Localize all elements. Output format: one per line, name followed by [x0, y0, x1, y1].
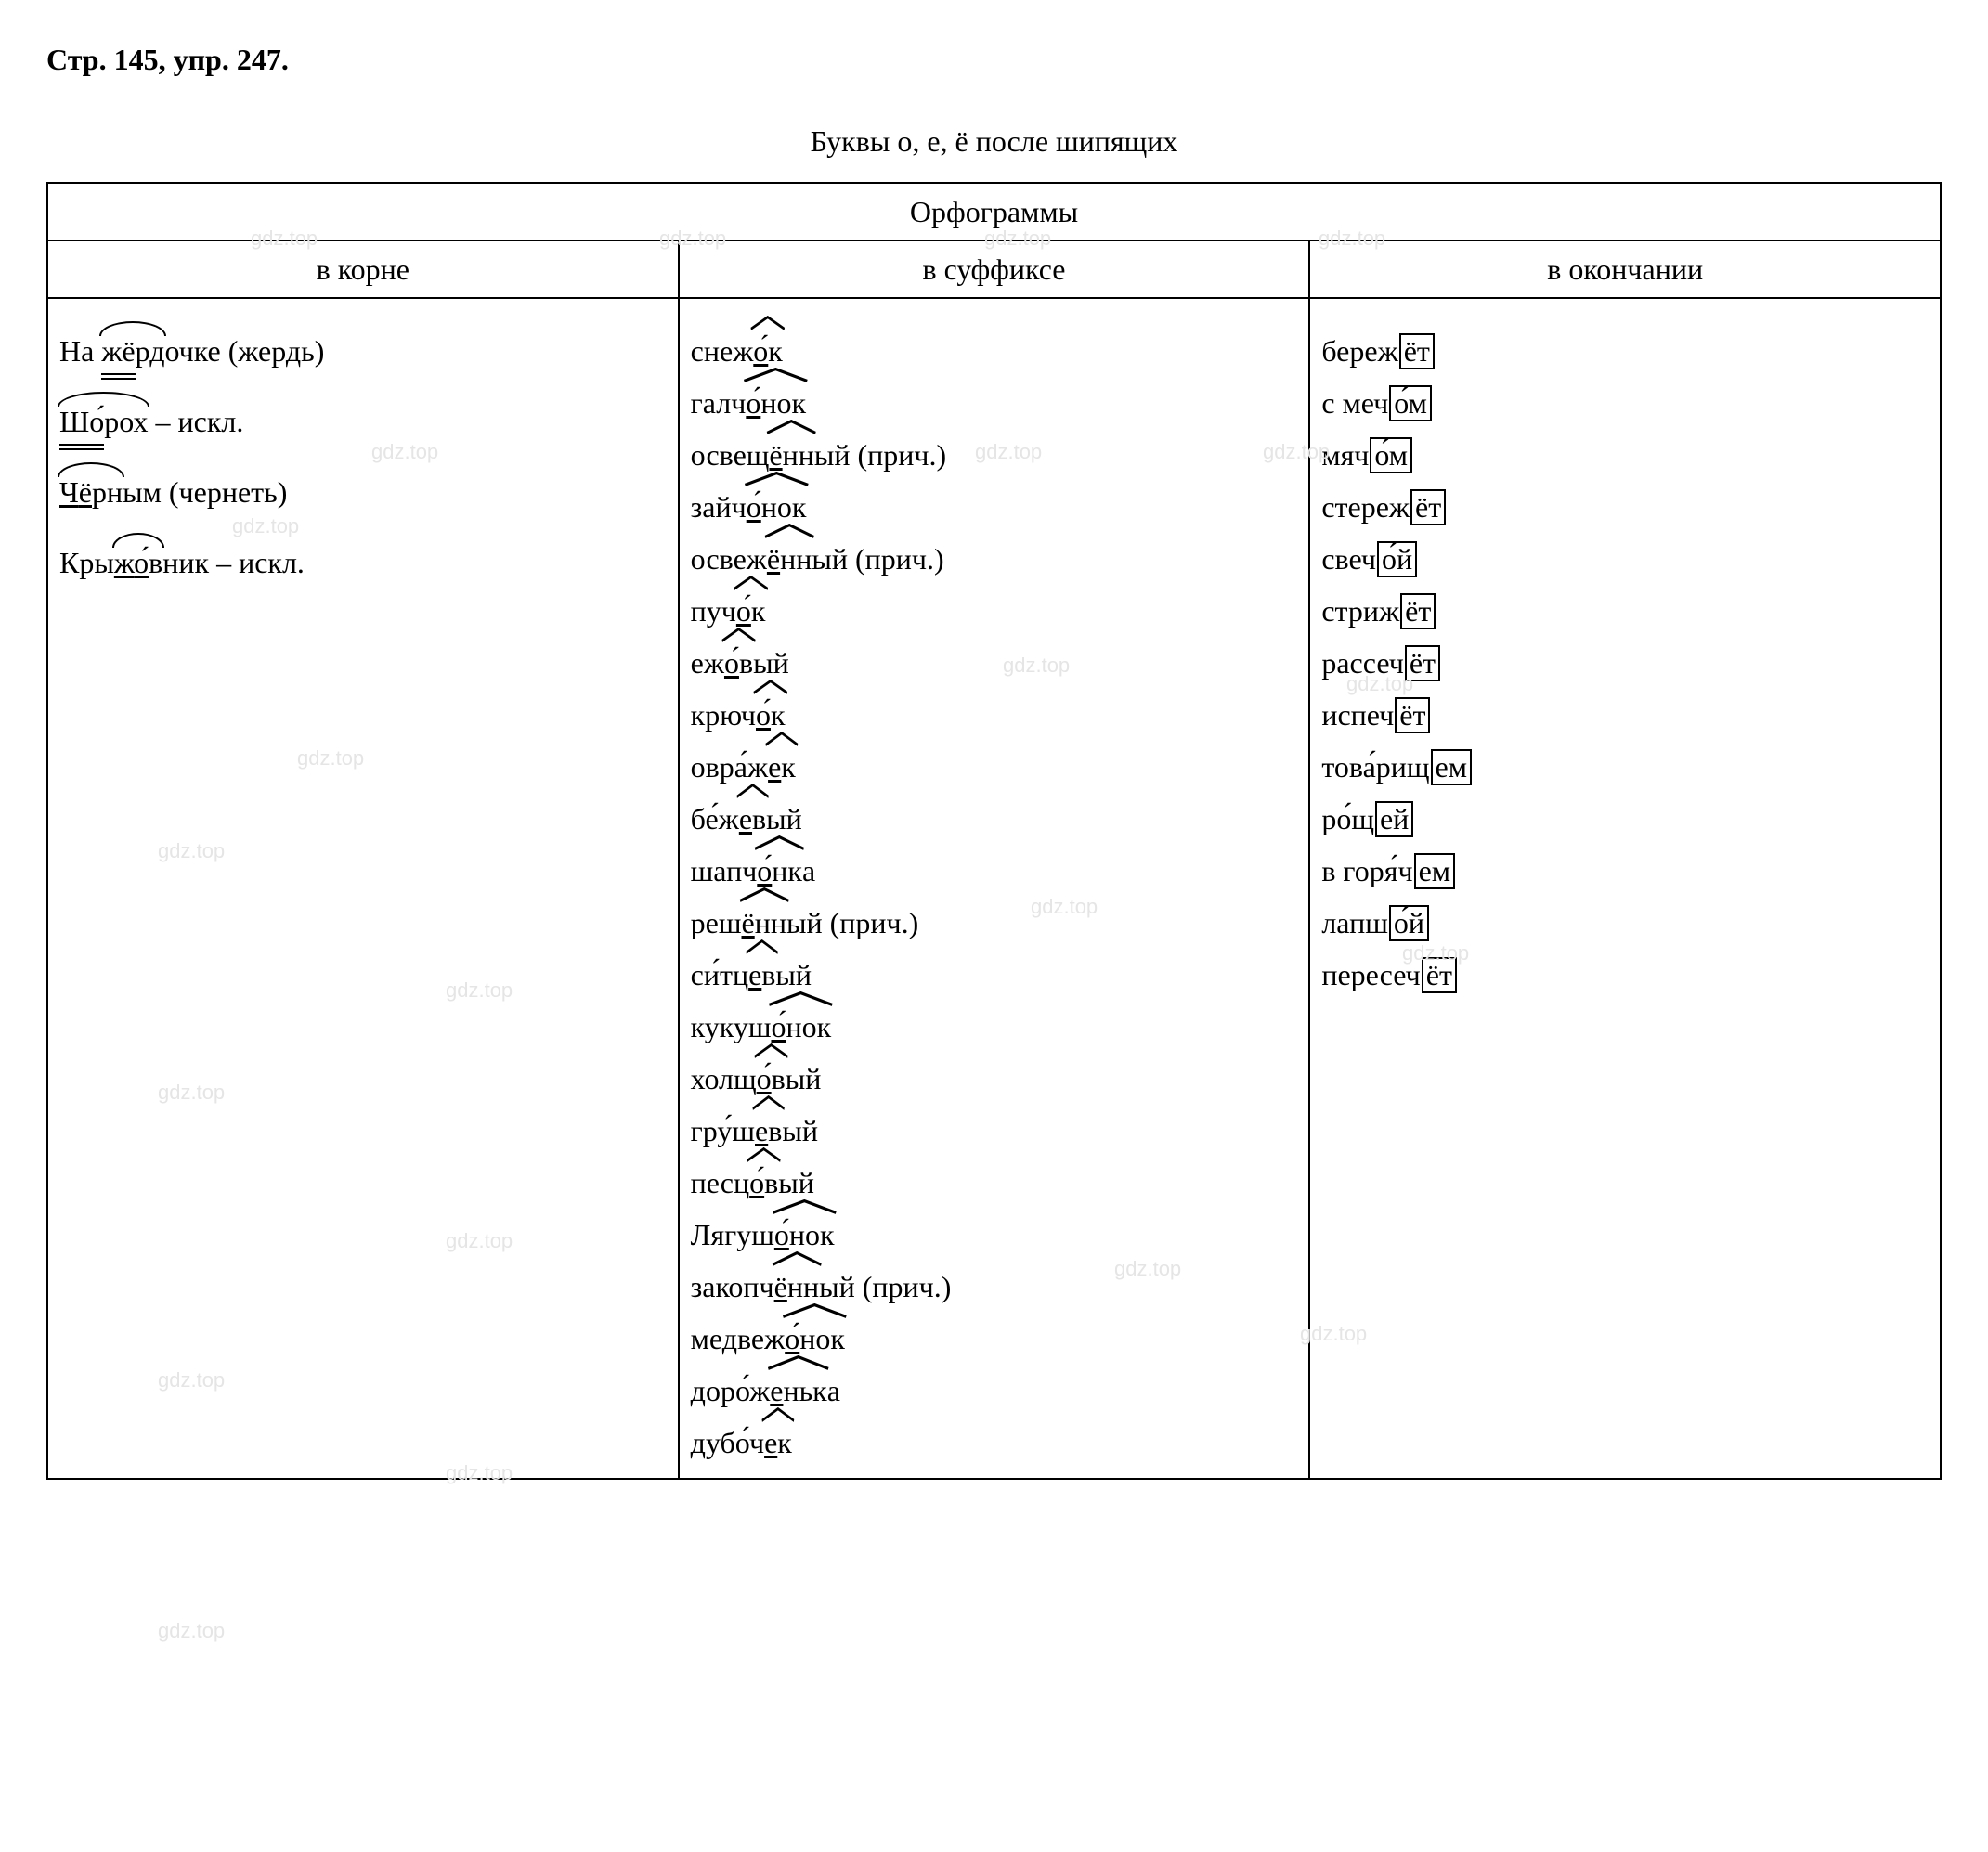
ending-entry: свечо́й	[1321, 537, 1929, 581]
root-entry: Шо́рох – искл.	[59, 399, 667, 444]
suffix-entry: решённый (прич.)	[691, 900, 1298, 945]
suffix-entry: кукушо́нок	[691, 1004, 1298, 1049]
ending-entry: стережёт	[1321, 485, 1929, 529]
watermark: gdz.top	[158, 1615, 225, 1646]
suffix-entry: овра́жек	[691, 745, 1298, 789]
suffix-entry: дубо́чек	[691, 1420, 1298, 1465]
cell-ending: бережёт с мечо́м мячо́м стережёт свечо́й стри…	[1309, 298, 1941, 1479]
suffix-entry: пучо́к	[691, 589, 1298, 633]
ending-entry: рассечёт	[1321, 641, 1929, 685]
root-entry: Крыжо́вник – искл.	[59, 540, 667, 585]
suffix-entry: освежённый (прич.)	[691, 537, 1298, 581]
ending-entry: в горя́чем	[1321, 848, 1929, 893]
ending-entry: с мечо́м	[1321, 381, 1929, 425]
suffix-entry: крючо́к	[691, 693, 1298, 737]
cell-root: На жёрдочке (жердь) Шо́рох – искл. Чёрным …	[47, 298, 679, 1479]
suffix-entry: ежо́вый	[691, 641, 1298, 685]
suffix-entry: галчо́нок	[691, 381, 1298, 425]
table-top-header: Орфограммы	[47, 183, 1941, 240]
col-header-root: в корне	[47, 240, 679, 298]
suffix-entry: холщо́вый	[691, 1056, 1298, 1101]
orthogram-table: Орфограммы в корне в суффиксе в окончани…	[46, 182, 1942, 1480]
ending-entry: испечёт	[1321, 693, 1929, 737]
suffix-entry: си́тцевый	[691, 952, 1298, 997]
ending-entry: бережёт	[1321, 329, 1929, 373]
col-header-ending: в окончании	[1309, 240, 1941, 298]
page: Стр. 145, упр. 247. Буквы о, е, ё после …	[46, 37, 1942, 1480]
root-entry: На жёрдочке (жердь)	[59, 329, 667, 373]
ending-entry: пересечёт	[1321, 952, 1929, 997]
ending-entry: лапшо́й	[1321, 900, 1929, 945]
subtitle: Буквы о, е, ё после шипящих	[46, 119, 1942, 163]
suffix-entry: медвежо́нок	[691, 1316, 1298, 1361]
ending-entry: стрижёт	[1321, 589, 1929, 633]
suffix-entry: Лягушо́нок	[691, 1212, 1298, 1257]
suffix-entry: гру́шевый	[691, 1108, 1298, 1153]
suffix-entry: зайчо́нок	[691, 485, 1298, 529]
cell-suffix: снежо́к галчо́нок освещённый (прич.) зайчо́…	[679, 298, 1310, 1479]
suffix-entry: закопчённый (прич.)	[691, 1264, 1298, 1309]
suffix-entry: снежо́к	[691, 329, 1298, 373]
ending-entry: това́рищем	[1321, 745, 1929, 789]
suffix-entry: песцо́вый	[691, 1160, 1298, 1205]
root-entry: Чёрным (чернеть)	[59, 470, 667, 514]
suffix-entry: бе́жевый	[691, 796, 1298, 841]
suffix-entry: освещённый (прич.)	[691, 433, 1298, 477]
col-header-suffix: в суффиксе	[679, 240, 1310, 298]
page-title: Стр. 145, упр. 247.	[46, 37, 1942, 82]
ending-entry: мячо́м	[1321, 433, 1929, 477]
ending-entry: ро́щей	[1321, 796, 1929, 841]
suffix-entry: доро́женька	[691, 1368, 1298, 1413]
suffix-entry: шапчо́нка	[691, 848, 1298, 893]
